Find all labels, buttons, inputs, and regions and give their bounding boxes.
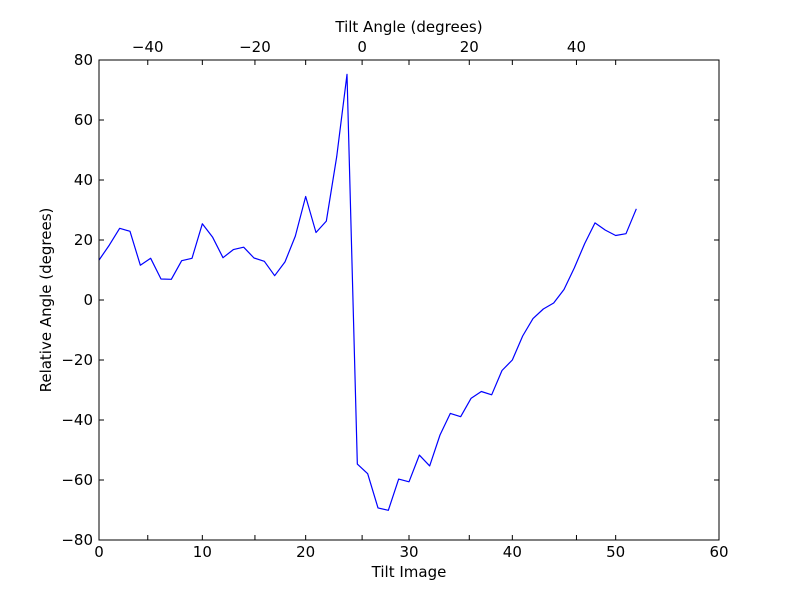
x-tick-label: 10 xyxy=(193,543,212,561)
x-tick-label: 20 xyxy=(296,543,315,561)
series-line xyxy=(98,73,637,511)
x-tick-label: 30 xyxy=(399,543,418,561)
y-tick-label: −80 xyxy=(61,531,93,549)
x-axis-title: Tilt Image xyxy=(371,563,447,581)
top-x-tick-label: 20 xyxy=(460,38,479,56)
y-axis-title: Relative Angle (degrees) xyxy=(37,208,55,393)
top-x-tick-label: 0 xyxy=(357,38,367,56)
y-tick-label: 0 xyxy=(83,291,93,309)
x-tick-label: 60 xyxy=(709,543,728,561)
series-layer xyxy=(98,73,637,511)
top-x-axis-title: Tilt Angle (degrees) xyxy=(334,18,482,36)
y-tick-label: 60 xyxy=(74,111,93,129)
axis-ticks xyxy=(98,59,720,541)
y-tick-label: −60 xyxy=(61,471,93,489)
x-tick-label: 0 xyxy=(94,543,104,561)
y-tick-label: −40 xyxy=(61,411,93,429)
top-x-tick-label: −20 xyxy=(239,38,271,56)
top-x-tick-label: −40 xyxy=(132,38,164,56)
y-tick-label: 80 xyxy=(74,51,93,69)
top-x-tick-label: 40 xyxy=(567,38,586,56)
tick-labels: 0 10 20 30 40 50 60 −80 −60 −40 −20 0 20 40 60 80 −40 −20… xyxy=(61,38,728,561)
y-tick-label: 40 xyxy=(74,171,93,189)
x-tick-label: 40 xyxy=(503,543,522,561)
plot-frame xyxy=(98,59,720,541)
y-tick-label: 20 xyxy=(74,231,93,249)
x-tick-label: 50 xyxy=(606,543,625,561)
y-tick-label: −20 xyxy=(61,351,93,369)
